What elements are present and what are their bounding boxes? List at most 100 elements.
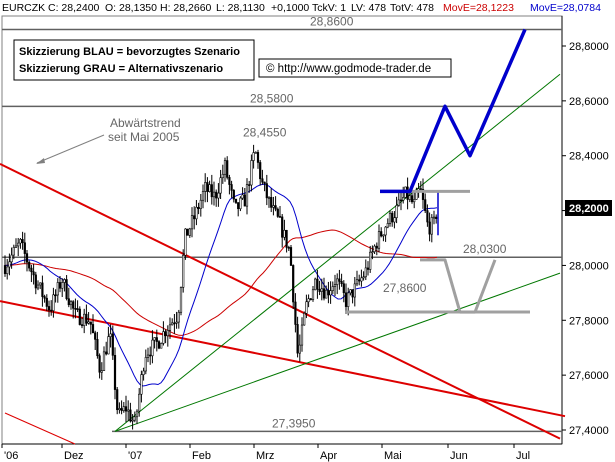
candle-body: [208, 184, 211, 192]
candle-body: [424, 199, 427, 211]
candle-body: [21, 239, 24, 244]
candle-body: [124, 406, 128, 412]
candle-body: [399, 199, 403, 202]
candle-body: [160, 343, 163, 349]
current-price-label: 28,2000: [569, 203, 609, 215]
candle-body: [237, 202, 240, 210]
candle-body: [195, 206, 198, 220]
candle-body: [8, 261, 11, 268]
candle-body: [292, 265, 295, 303]
candle-body: [245, 184, 249, 207]
candle-body: [353, 283, 356, 298]
candle-body: [276, 208, 279, 217]
candle-body: [162, 331, 165, 344]
candle-body: [340, 281, 343, 284]
candle-body: [351, 289, 354, 298]
candle-body: [243, 194, 246, 207]
candle-body: [347, 292, 350, 307]
candle-body: [131, 419, 134, 422]
x-tick-label: Apr: [320, 450, 337, 462]
candle-body: [41, 282, 44, 297]
candle-body: [272, 205, 275, 208]
candle-body: [30, 267, 33, 273]
candle-body: [113, 355, 117, 390]
candle-body: [382, 234, 385, 237]
candle-body: [215, 191, 218, 199]
candle-body: [96, 339, 99, 357]
price-label-0: 28,4550: [243, 126, 287, 140]
candle-body: [307, 298, 310, 303]
candle-body: [177, 311, 180, 323]
candle-body: [270, 197, 273, 208]
moving-averages: [4, 183, 438, 387]
candle-body: [199, 199, 202, 209]
moving-average-blue: [4, 183, 438, 387]
candle-body: [300, 324, 304, 346]
candle-body: [166, 330, 169, 337]
candle-body: [373, 245, 376, 253]
candle-body: [83, 313, 86, 326]
candle-body: [360, 277, 363, 282]
candle-body: [241, 194, 244, 199]
candle-body: [111, 333, 114, 356]
candle-body: [419, 188, 422, 190]
candle-body: [19, 239, 22, 244]
candle-body: [193, 215, 196, 220]
candle-body: [402, 197, 405, 201]
candle-body: [294, 301, 297, 325]
annotation-line2: seit Mai 2005: [108, 130, 180, 144]
candle-body: [221, 173, 224, 179]
candle-body: [25, 253, 29, 263]
candle-body: [204, 182, 207, 192]
candle-body: [127, 409, 130, 412]
candle-body: [28, 261, 31, 269]
candle-body: [384, 226, 387, 236]
candle-body: [261, 178, 264, 183]
candle-body: [256, 152, 260, 163]
candle-body: [122, 406, 125, 411]
header-high: H: 28,2660: [160, 2, 212, 14]
candle-body: [138, 393, 141, 412]
candle-body: [342, 283, 345, 294]
candle-body: [362, 276, 365, 279]
y-axis: 28,8000 28,6000 28,4000 28,0000 27,8000 27,60…: [562, 41, 609, 437]
candle-body: [47, 306, 51, 311]
candle-body: [239, 197, 242, 210]
level-label-2: 28,0300: [463, 242, 507, 256]
annotation-arrowhead: [36, 158, 45, 164]
candle-body: [274, 205, 277, 210]
candle-body: [289, 247, 293, 266]
trendline-uptrend-flat: [114, 272, 561, 432]
candle-body: [91, 324, 95, 334]
candle-body: [50, 309, 53, 312]
candle-body: [65, 279, 68, 300]
header-totv: TotV: 478: [390, 2, 434, 14]
candle-body: [186, 228, 189, 236]
legend-url: © http://www.godmode-trader.de: [266, 63, 431, 75]
level-label-3: 27,3950: [272, 416, 316, 430]
candle-body: [118, 408, 121, 411]
annotation-arrow: [36, 134, 105, 164]
candle-body: [17, 242, 20, 247]
candle-body: [94, 332, 97, 340]
candle-body: [74, 308, 77, 310]
candle-body: [76, 308, 79, 310]
scenario-blue-path: [380, 28, 527, 194]
candle-body: [129, 409, 132, 422]
y-tick-label: 27,4000: [569, 425, 609, 437]
candle-body: [120, 408, 123, 411]
candle-body: [322, 288, 326, 299]
candle-body: [100, 370, 103, 373]
candle-body: [316, 278, 319, 290]
current-price-tag: 28,2000: [565, 200, 612, 216]
header-move-blue: MovE=28,0784: [530, 2, 601, 14]
candle-body: [54, 294, 57, 297]
candle-body: [285, 229, 288, 248]
trendline-old-fragment: [4, 412, 76, 445]
candle-body: [157, 341, 161, 349]
candle-body: [140, 374, 143, 395]
candle-body: [144, 357, 147, 372]
candle-body: [217, 192, 220, 199]
candle-body: [393, 217, 396, 223]
candle-body: [232, 190, 235, 200]
